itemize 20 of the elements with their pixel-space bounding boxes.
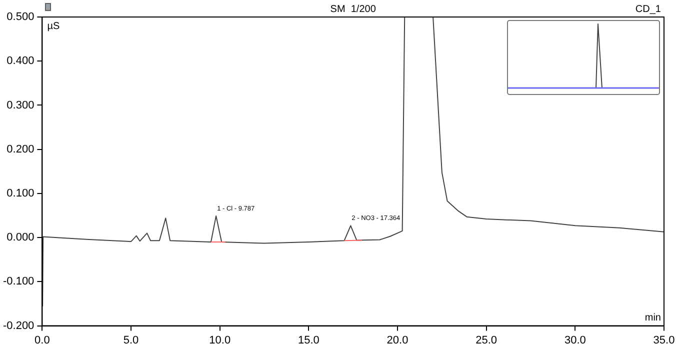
text: SM 1/200 xyxy=(330,4,376,15)
y-tick-label: 0.200 xyxy=(6,143,34,156)
x-tick-label: 20.0 xyxy=(386,334,408,346)
y-tick-label: 0.300 xyxy=(6,99,34,112)
y-axis-title: µS xyxy=(47,20,60,32)
x-tick-label: 30.0 xyxy=(564,334,586,346)
x-tick-label: 10.0 xyxy=(209,334,231,346)
x-tick-label: 15.0 xyxy=(298,334,320,346)
x-tick-label: 35.0 xyxy=(653,334,675,346)
y-tick-label: -0.200 xyxy=(2,320,34,332)
x-tick-label: 25.0 xyxy=(476,334,498,346)
x-tick-label: 5.0 xyxy=(123,334,139,346)
text: CD_1 xyxy=(635,4,662,15)
y-tick-label: 0.500 xyxy=(6,11,34,24)
y-tick-label: 0.100 xyxy=(6,187,34,200)
y-tick-label: 0.000 xyxy=(6,232,34,244)
y-tick-label: 0.400 xyxy=(6,55,34,68)
x-axis-title: min xyxy=(644,312,661,324)
y-tick-label: -0.100 xyxy=(2,276,34,288)
x-tick-label: 0.0 xyxy=(34,334,50,346)
